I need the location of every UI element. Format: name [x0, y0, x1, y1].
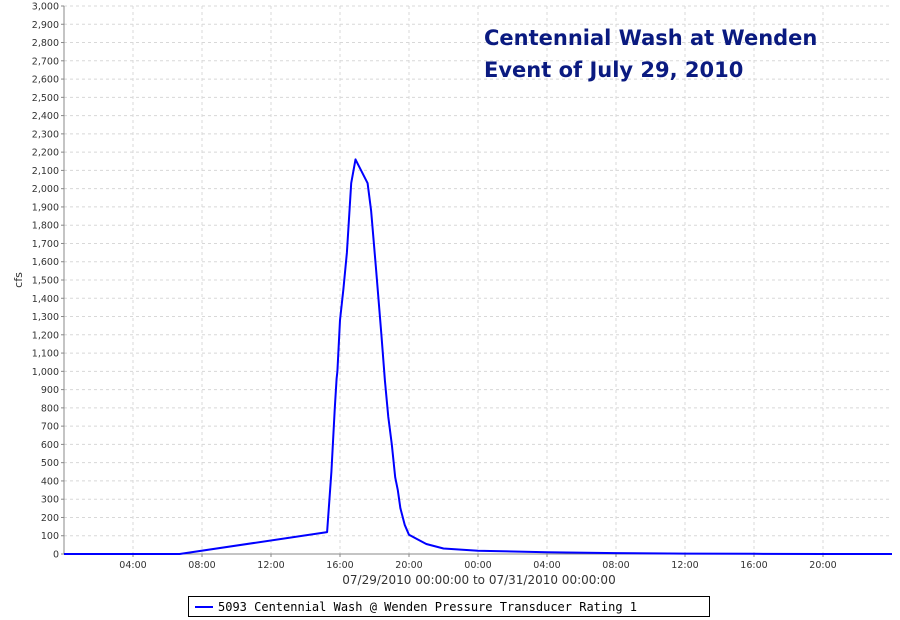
y-tick-label: 100	[41, 531, 59, 542]
y-tick-label: 600	[41, 440, 59, 451]
y-tick-label: 200	[41, 513, 59, 524]
x-tick-label: 12:00	[257, 560, 284, 571]
y-tick-label: 800	[41, 403, 59, 414]
y-tick-label: 400	[41, 476, 59, 487]
legend-swatch	[195, 605, 213, 608]
y-tick-label: 1,500	[32, 276, 59, 287]
x-tick-label: 08:00	[188, 560, 215, 571]
x-tick-label: 08:00	[602, 560, 629, 571]
y-tick-label: 3,000	[32, 2, 59, 13]
y-tick-label: 1,400	[32, 294, 59, 305]
x-tick-label: 04:00	[119, 560, 146, 571]
y-axis-title: cfs	[12, 272, 25, 288]
y-tick-label: 2,600	[32, 75, 59, 86]
gridlines	[64, 5, 892, 555]
y-tick-label: 900	[41, 385, 59, 396]
y-tick-label: 300	[41, 495, 59, 506]
y-tick-label: 1,200	[32, 330, 59, 341]
y-tick-label: 500	[41, 458, 59, 469]
x-tick-label: 16:00	[326, 560, 353, 571]
x-tick-label: 16:00	[740, 560, 767, 571]
series-line	[64, 158, 892, 555]
y-tick-label: 1,900	[32, 202, 59, 213]
x-tick-label: 20:00	[395, 560, 422, 571]
x-tick-label: 12:00	[671, 560, 698, 571]
y-tick-label: 2,800	[32, 38, 59, 49]
y-tick-label: 1,800	[32, 221, 59, 232]
annotation-line-2: Event of July 29, 2010	[484, 58, 743, 82]
y-tick-label: 2,000	[32, 184, 59, 195]
y-tick-label: 2,400	[32, 111, 59, 122]
legend-label: 5093 Centennial Wash @ Wenden Pressure T…	[218, 599, 638, 614]
y-tick-label: 1,000	[32, 367, 59, 378]
y-tick-label: 2,200	[32, 148, 59, 159]
y-tick-label: 2,900	[32, 20, 59, 31]
y-tick-label: 2,700	[32, 56, 59, 67]
annotation-line-1: Centennial Wash at Wenden	[484, 26, 817, 50]
y-tick-label: 1,100	[32, 349, 59, 360]
y-axis-ticks: 0 100 200 300 400 500 600 700 800 900 1,000 1,100 1,…	[32, 2, 64, 561]
x-tick-label: 04:00	[533, 560, 560, 571]
y-tick-label: 2,300	[32, 129, 59, 140]
y-tick-label: 1,700	[32, 239, 59, 250]
x-axis-ticks: 04:00 08:00 12:00 16:00 20:00 00:00 04:00 08:00…	[119, 554, 837, 571]
x-axis-title: 07/29/2010 00:00:00 to 07/31/2010 00:00:…	[342, 573, 615, 587]
y-tick-label: 1,600	[32, 257, 59, 268]
y-tick-label: 700	[41, 422, 59, 433]
y-tick-label: 2,500	[32, 93, 59, 104]
y-tick-label: 1,300	[32, 312, 59, 323]
legend: 5093 Centennial Wash @ Wenden Pressure T…	[188, 596, 710, 617]
x-tick-label: 20:00	[809, 560, 836, 571]
y-tick-label: 0	[53, 550, 59, 561]
y-tick-label: 2,100	[32, 166, 59, 177]
series-layer	[64, 158, 892, 555]
x-tick-label: 00:00	[464, 560, 491, 571]
